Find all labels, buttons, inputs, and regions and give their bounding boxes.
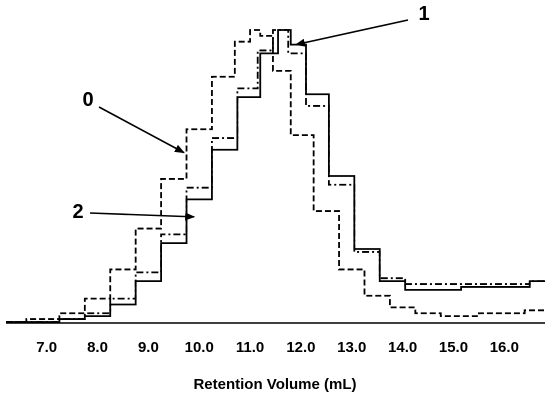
callout-label-1: 1 (418, 3, 429, 25)
x-tick-label: 7.0 (36, 339, 57, 356)
callout-arrow-2 (89, 212, 196, 221)
x-axis-title: Retention Volume (mL) (193, 376, 356, 393)
x-tick-label: 11.0 (236, 339, 264, 356)
x-tick-label: 9.0 (138, 339, 159, 356)
x-tick-labels: 7.0 8.0 9.0 10.0 11.0 12.0 13.0 14.0 15.0 16.0 (36, 339, 519, 356)
series-line-1 (6, 29, 545, 323)
x-tick-label: 16.0 (490, 339, 519, 356)
series-line-2 (6, 29, 545, 323)
x-tick-label: 12.0 (286, 339, 315, 356)
x-tick-label: 14.0 (388, 339, 417, 356)
x-tick-label: 10.0 (185, 339, 214, 356)
series-line-0 (6, 29, 545, 323)
series-layer (6, 29, 545, 323)
x-tick-label: 15.0 (439, 339, 468, 356)
callout-arrow-1 (294, 19, 409, 47)
callout-annotations: 0 1 2 (72, 3, 429, 223)
callout-label-0: 0 (82, 89, 93, 111)
callout-arrow-0 (98, 106, 185, 154)
x-tick-label: 8.0 (87, 339, 108, 356)
x-tick-label: 13.0 (337, 339, 366, 356)
callout-label-2: 2 (72, 201, 83, 223)
